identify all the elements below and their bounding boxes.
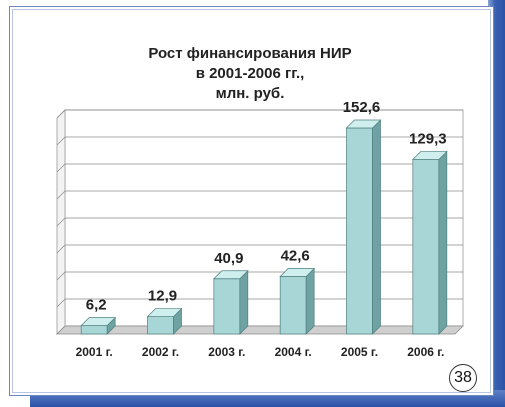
bar-top (279, 268, 316, 277)
data-label: 129,3 (409, 130, 447, 147)
bar-top (80, 317, 117, 326)
chart-title: Рост финансирования НИР в 2001-2006 гг.,… (80, 44, 420, 104)
bar-side (305, 267, 315, 335)
data-label: 40,9 (214, 250, 243, 267)
x-tick-label: 2003 г. (208, 345, 245, 359)
bar (279, 276, 307, 335)
bar-top (345, 119, 382, 129)
bar (412, 159, 440, 335)
gridline-side (56, 244, 66, 254)
chart-title-line-1: Рост финансирования НИР (148, 45, 352, 62)
data-label: 12,9 (148, 288, 177, 305)
gridline-side (56, 163, 66, 173)
chart-title-line-2: в 2001-2006 гг., (195, 65, 305, 82)
x-tick-label: 2004 г. (275, 345, 312, 359)
x-tick-label: 2005 г. (341, 345, 378, 359)
x-tick-label: 2002 г. (142, 345, 179, 359)
bar (346, 127, 373, 335)
bar-side (239, 269, 249, 335)
chart-title-line-3: млн. руб. (215, 85, 285, 102)
labels-group: 6,2 2001 г. 12,9 2002 г. 40,9 2003 г. 42,6 2004… (76, 99, 447, 359)
page-number-badge: 38 (449, 364, 477, 392)
gridline-side (56, 217, 66, 227)
gridline-side (56, 190, 66, 200)
gridline-side (56, 271, 66, 281)
data-label: 152,6 (343, 99, 381, 116)
bar (147, 316, 174, 335)
x-tick-label: 2001 г. (76, 345, 113, 359)
x-tick-label: 2006 г. (407, 345, 444, 359)
bar-side (372, 119, 381, 335)
bar-top (411, 151, 448, 160)
data-label: 6,2 (86, 297, 107, 314)
plot-floor (56, 325, 464, 335)
gridline-side (56, 136, 66, 146)
data-label: 42,6 (281, 247, 310, 264)
bar-side (438, 150, 448, 335)
gridline-side (56, 298, 66, 308)
bar (80, 325, 108, 335)
bar-top (212, 270, 249, 280)
gridline-side (56, 109, 66, 119)
bar (213, 278, 241, 335)
bar-top (146, 308, 183, 317)
bars-group (80, 119, 448, 335)
plot-area (56, 109, 464, 335)
